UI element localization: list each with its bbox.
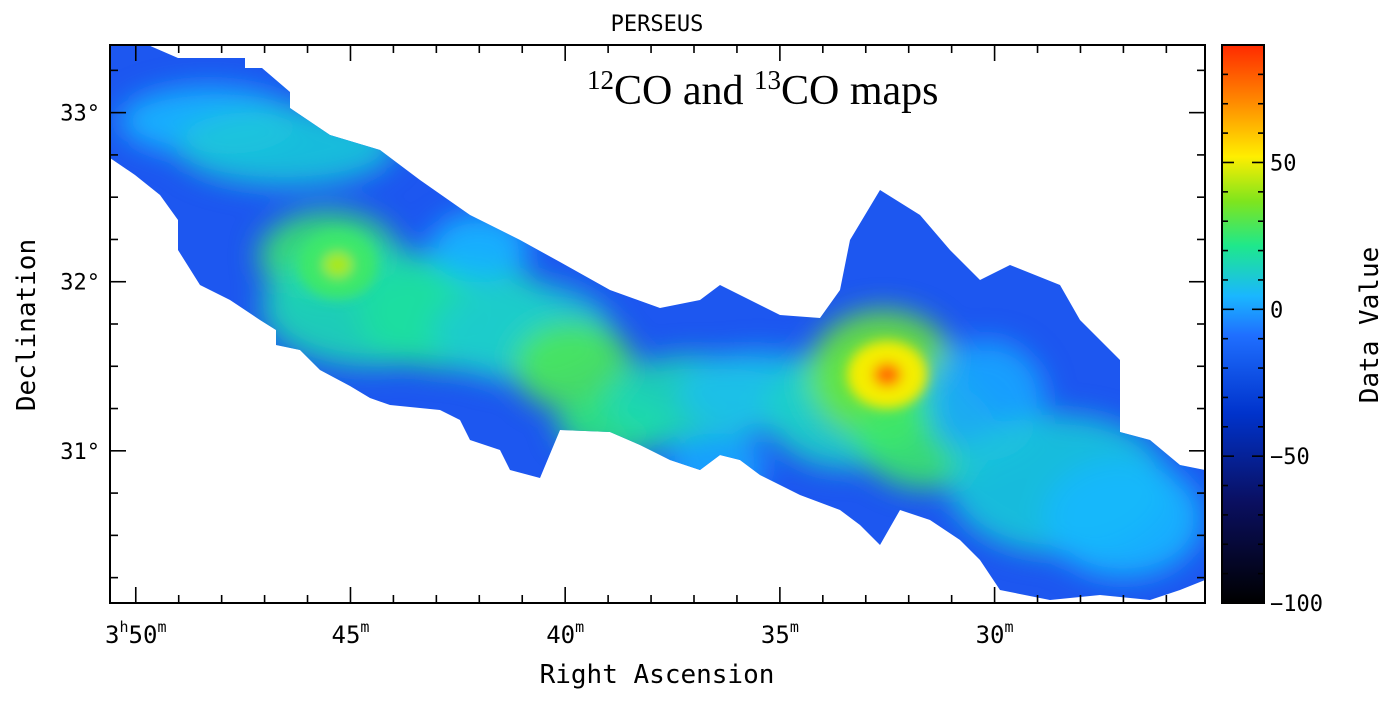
emission-blob (176, 106, 397, 187)
colorbar-tick-label: 50 (1270, 151, 1297, 176)
colorbar-tick-label: −50 (1270, 445, 1310, 470)
x-tick-minute-unit: m (1005, 618, 1014, 636)
annotation-isotope-1: 12 (587, 65, 614, 95)
x-tick-hour-unit: h (120, 618, 129, 636)
annotation-isotope-2: 13 (754, 65, 781, 95)
colorbar-label: Data Value (1355, 247, 1385, 404)
annotation-text-1: CO and (614, 68, 754, 114)
map-image (110, 45, 1205, 600)
colorbar (1221, 44, 1265, 604)
x-tick-minute-unit: m (360, 618, 369, 636)
emission-blob (1043, 458, 1204, 579)
x-tick-label: 30m (976, 618, 1014, 649)
y-tick-label: 32° (60, 271, 100, 296)
x-tick-minute-unit: m (575, 618, 584, 636)
y-axis-label: Declination (12, 239, 42, 411)
x-tick-minute: 50 (129, 621, 158, 649)
map-annotation: 12CO and 13CO maps (587, 65, 939, 114)
x-tick-label: 40m (546, 618, 584, 649)
y-tick-labels: 33° 32° 31° (60, 102, 100, 465)
emission-blob (429, 212, 530, 283)
colorbar-tick-label: −100 (1270, 592, 1323, 617)
x-tick-label: 3h50m (105, 618, 166, 649)
annotation-text-2: CO maps (781, 68, 939, 114)
x-tick-minute: 40 (546, 621, 575, 649)
x-tick-label: 45m (332, 618, 370, 649)
x-axis-ticks (134, 45, 1168, 603)
emission-peak (873, 362, 902, 387)
x-tick-label: 35m (761, 618, 799, 649)
colorbar-tick-labels: 50 0 −50 −100 (1270, 151, 1323, 617)
x-tick-minute: 30 (976, 621, 1005, 649)
emission-blob (513, 321, 634, 412)
x-tick-minute: 45 (332, 621, 361, 649)
x-tick-labels: 3h50m 45m 40m 35m 30m (105, 618, 1014, 649)
x-tick-minute-unit: m (157, 618, 166, 636)
y-tick-label: 33° (60, 102, 100, 127)
y-axis-ticks (110, 69, 1205, 579)
y-tick-label: 31° (60, 440, 100, 465)
colorbar-ticks (1222, 44, 1264, 575)
emission-peak (323, 252, 352, 277)
colorbar-tick-label: 0 (1270, 298, 1283, 323)
x-tick-hour: 3 (105, 621, 119, 649)
x-axis-label: Right Ascension (540, 660, 775, 690)
x-tick-minute-unit: m (790, 618, 799, 636)
chart-title: PERSEUS (611, 12, 704, 37)
x-tick-minute: 35 (761, 621, 790, 649)
emission-blob (665, 432, 766, 503)
